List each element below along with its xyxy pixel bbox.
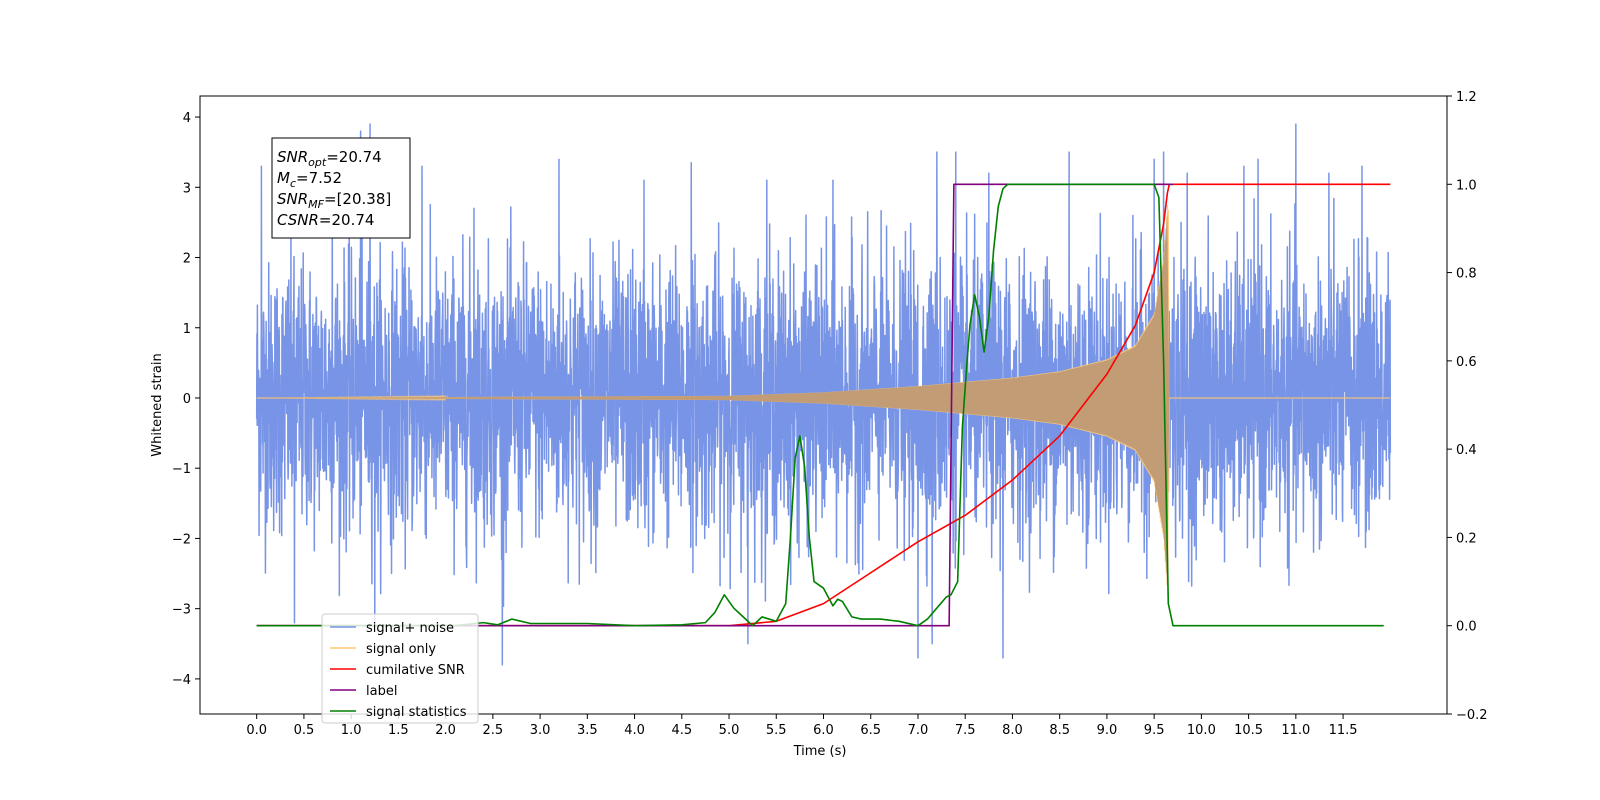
- y-axis-left: 4 3 2 1 0 −1 −2 −3 −4: [172, 111, 200, 688]
- y2-tick-label: 1.0: [1456, 178, 1477, 193]
- y-tick-label: 4: [183, 111, 191, 126]
- x-tick-label: 8.0: [1002, 723, 1023, 738]
- series-signal-statistics: [256, 183, 1384, 627]
- x-tick-label: 1.0: [341, 723, 362, 738]
- plot-area: [255, 123, 1392, 666]
- legend-entry: label: [366, 684, 397, 699]
- series-signal-noise: [255, 123, 1392, 666]
- legend-entry: signal only: [366, 642, 436, 657]
- series-cumulative-snr: [256, 183, 1391, 627]
- y-tick-label: 3: [183, 181, 191, 196]
- y2-tick-label: 0.4: [1456, 443, 1477, 458]
- legend-entry: signal+ noise: [366, 621, 454, 636]
- x-tick-label: 0.5: [294, 723, 315, 738]
- y-axis-label: Whitened strain: [150, 353, 165, 456]
- x-tick-label: 10.5: [1234, 723, 1263, 738]
- y-tick-label: −2: [172, 532, 191, 547]
- y2-tick-label: 0.0: [1456, 620, 1477, 635]
- x-tick-label: 10.0: [1187, 723, 1216, 738]
- legend-entry: signal statistics: [366, 705, 467, 720]
- y-tick-label: −3: [172, 603, 191, 618]
- x-tick-label: 11.0: [1281, 723, 1310, 738]
- x-tick-label: 4.0: [624, 723, 645, 738]
- annotation-frame: [271, 137, 411, 239]
- x-axis-label: Time (s): [793, 744, 847, 759]
- x-tick-label: 11.5: [1329, 723, 1358, 738]
- x-tick-label: 8.5: [1049, 723, 1070, 738]
- y-tick-label: 0: [183, 392, 191, 407]
- x-tick-label: 2.5: [483, 723, 504, 738]
- series-label: [256, 183, 1174, 627]
- x-tick-label: 5.0: [719, 723, 740, 738]
- y2-tick-label: −0.2: [1456, 708, 1488, 723]
- x-tick-label: 6.5: [860, 723, 881, 738]
- annotation-line: SNRopt=20.74: [277, 148, 382, 169]
- legend-frame: [321, 613, 479, 724]
- x-tick-label: 9.0: [1097, 723, 1118, 738]
- annotation-box: SNRopt=20.74Mc=7.52SNRMF=[20.38]CSNR=20.…: [271, 137, 411, 239]
- series-signal-only-fill: [256, 212, 1391, 584]
- y-tick-label: 2: [183, 252, 191, 267]
- x-tick-label: 6.0: [813, 723, 834, 738]
- y-tick-label: −4: [172, 673, 191, 688]
- x-axis: 0.0 0.5 1.0 1.5 2.0 2.5 3.0 3.5 4.0 4.5 5.0 5.5 6.0 6…: [246, 714, 1358, 738]
- x-tick-label: 9.5: [1144, 723, 1165, 738]
- x-tick-label: 3.5: [577, 723, 598, 738]
- y-tick-label: −1: [172, 462, 191, 477]
- x-tick-label: 2.0: [435, 723, 456, 738]
- annotation-line: Mc=7.52: [277, 169, 342, 190]
- y2-tick-label: 0.2: [1456, 531, 1477, 546]
- x-tick-label: 3.0: [530, 723, 551, 738]
- legend-entry: cumilative SNR: [366, 663, 465, 678]
- y2-tick-label: 0.6: [1456, 355, 1477, 370]
- annotation-line: CSNR=20.74: [277, 211, 374, 229]
- annotation-line: SNRMF=[20.38]: [277, 190, 391, 211]
- x-tick-label: 7.5: [955, 723, 976, 738]
- x-tick-label: 5.5: [766, 723, 787, 738]
- y2-tick-label: 1.2: [1456, 90, 1477, 105]
- legend: signal+ noise signal only cumilative SNR la…: [321, 613, 479, 724]
- x-tick-label: 1.5: [388, 723, 409, 738]
- x-tick-label: 4.5: [671, 723, 692, 738]
- y-axis-right: 1.2 1.0 0.8 0.6 0.4 0.2 0.0 −0.2: [1447, 90, 1488, 723]
- y-tick-label: 1: [183, 322, 191, 337]
- y2-tick-label: 0.8: [1456, 267, 1477, 282]
- x-tick-label: 0.0: [246, 723, 267, 738]
- x-tick-label: 7.0: [908, 723, 929, 738]
